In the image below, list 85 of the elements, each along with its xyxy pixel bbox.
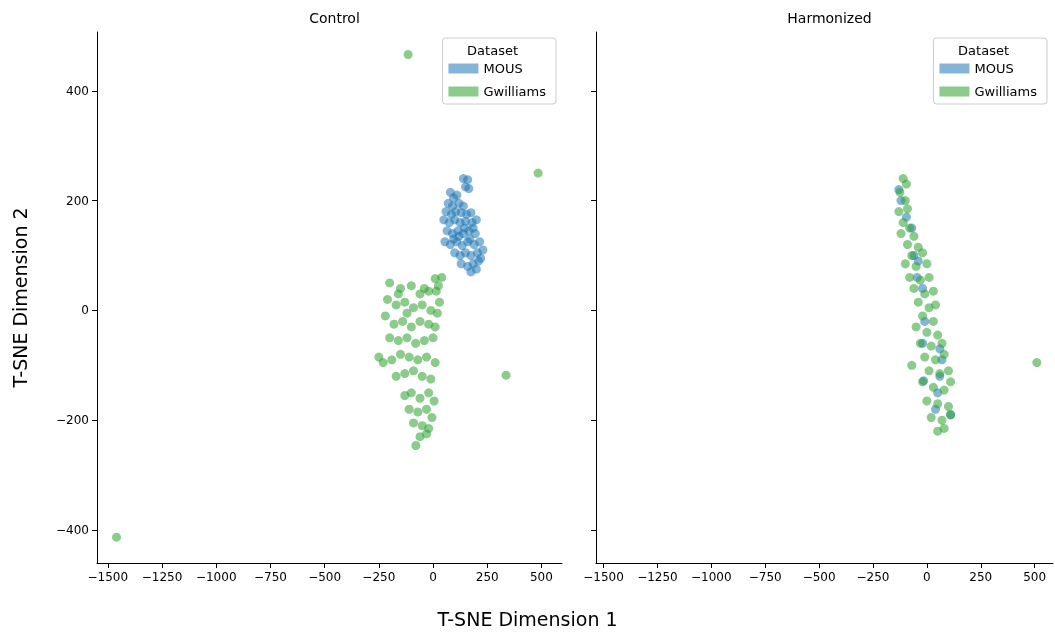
x-tick-label: −1250 [141,570,183,584]
x-tick-label: −1000 [195,570,237,584]
point [903,204,912,214]
point [911,261,921,271]
point [931,300,941,310]
point [943,402,953,411]
chart-title: Control [309,10,360,26]
point [454,231,464,241]
x-tick-label: 500 [1023,570,1047,584]
point [463,175,473,185]
point [943,366,953,376]
point [928,286,938,296]
x-tick-label: 0 [429,570,437,584]
point [931,355,941,365]
y-tick-label: 400 [66,83,89,98]
point [920,352,930,362]
y-tick-label: 0 [81,303,89,318]
legend-title: Dataset [467,43,519,58]
x-tick-label: −1500 [583,570,624,584]
x-tick-label: −1250 [637,570,678,584]
point [898,218,908,228]
point [939,385,949,395]
x-tick-label: 500 [529,570,553,584]
point [471,264,481,274]
point [907,360,917,370]
point [918,311,928,321]
x-axis-title: T-SNE Dimension 1 [436,608,619,630]
point [478,245,488,255]
point [1032,358,1042,368]
point [901,179,911,189]
point [894,207,904,217]
point [475,237,485,247]
point [911,322,921,332]
legend-label: Gwilliams [483,84,547,99]
point [928,316,938,326]
point [918,248,928,258]
point [459,223,469,233]
x-tick-label: 0 [923,570,931,584]
point [937,338,947,348]
point [933,330,943,340]
point [471,215,481,225]
point [924,366,934,376]
point [922,327,932,337]
x-tick-label: 250 [475,570,499,584]
chart-title: Harmonized [787,10,872,26]
point [922,396,932,406]
point [939,349,949,359]
point [468,223,478,233]
point [896,229,906,239]
x-tick-label: −1500 [87,570,129,584]
y-axis-title: T-SNE Dimension 2 [8,207,31,389]
legend-label: Gwilliams [974,84,1038,99]
x-tick-label: −1000 [691,570,732,584]
point [903,240,912,250]
x-tick-label: −250 [362,570,396,584]
point [466,208,476,218]
point [926,412,936,422]
x-tick-label: 250 [969,570,993,584]
point [900,259,910,269]
x-tick-label: −250 [856,570,890,584]
legend-label: MOUS [974,61,1014,76]
point [924,272,934,282]
point [900,196,910,206]
point [922,259,932,269]
x-tick-label: −750 [253,570,287,584]
point [933,399,943,409]
x-tick-label: −750 [748,570,782,584]
point [913,297,923,307]
point [909,231,919,241]
point [905,272,915,282]
point [933,426,943,436]
y-tick-label: −200 [56,413,89,428]
point [920,289,930,299]
point [939,423,949,433]
point [937,415,947,425]
point [926,341,936,351]
legend-title: Dataset [958,43,1010,58]
x-tick-label: −500 [802,570,836,584]
point [909,283,919,293]
point [946,377,956,387]
y-tick-label: 200 [66,193,89,208]
x-tick-label: −500 [308,570,342,584]
y-tick-label: −400 [56,523,89,538]
legend-label: MOUS [483,61,523,76]
point [928,382,938,392]
